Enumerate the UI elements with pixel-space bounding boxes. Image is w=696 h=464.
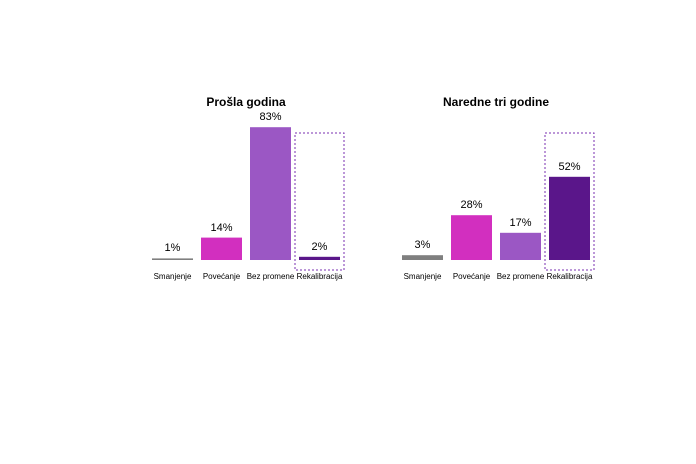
bar [250, 127, 291, 260]
chart-title: Naredne tri godine [442, 95, 549, 109]
value-label: 83% [259, 111, 282, 124]
bar [152, 258, 193, 260]
highlight-box [294, 132, 345, 271]
value-label: 28% [460, 199, 483, 212]
value-label: 17% [509, 216, 532, 229]
highlight-box [544, 132, 595, 271]
category-label: Smanjenje [403, 272, 442, 281]
category-label: Bez promene [246, 272, 295, 281]
category-label: Povećanje [202, 272, 241, 281]
category-label: Rekalibracija [296, 272, 343, 281]
category-label: Rekalibracija [546, 272, 593, 281]
bar [201, 237, 242, 260]
bar [299, 256, 340, 260]
bar [402, 255, 443, 260]
value-label: 1% [164, 242, 181, 255]
bar [500, 232, 541, 260]
value-label: 14% [210, 221, 233, 234]
bar [451, 215, 492, 260]
value-label: 3% [414, 239, 431, 252]
bar [549, 176, 590, 260]
value-label: 52% [558, 160, 581, 173]
value-label: 2% [311, 240, 328, 253]
category-label: Smanjenje [153, 272, 192, 281]
category-label: Povećanje [452, 272, 491, 281]
category-label: Bez promene [496, 272, 545, 281]
chart-title: Prošla godina [206, 95, 286, 109]
